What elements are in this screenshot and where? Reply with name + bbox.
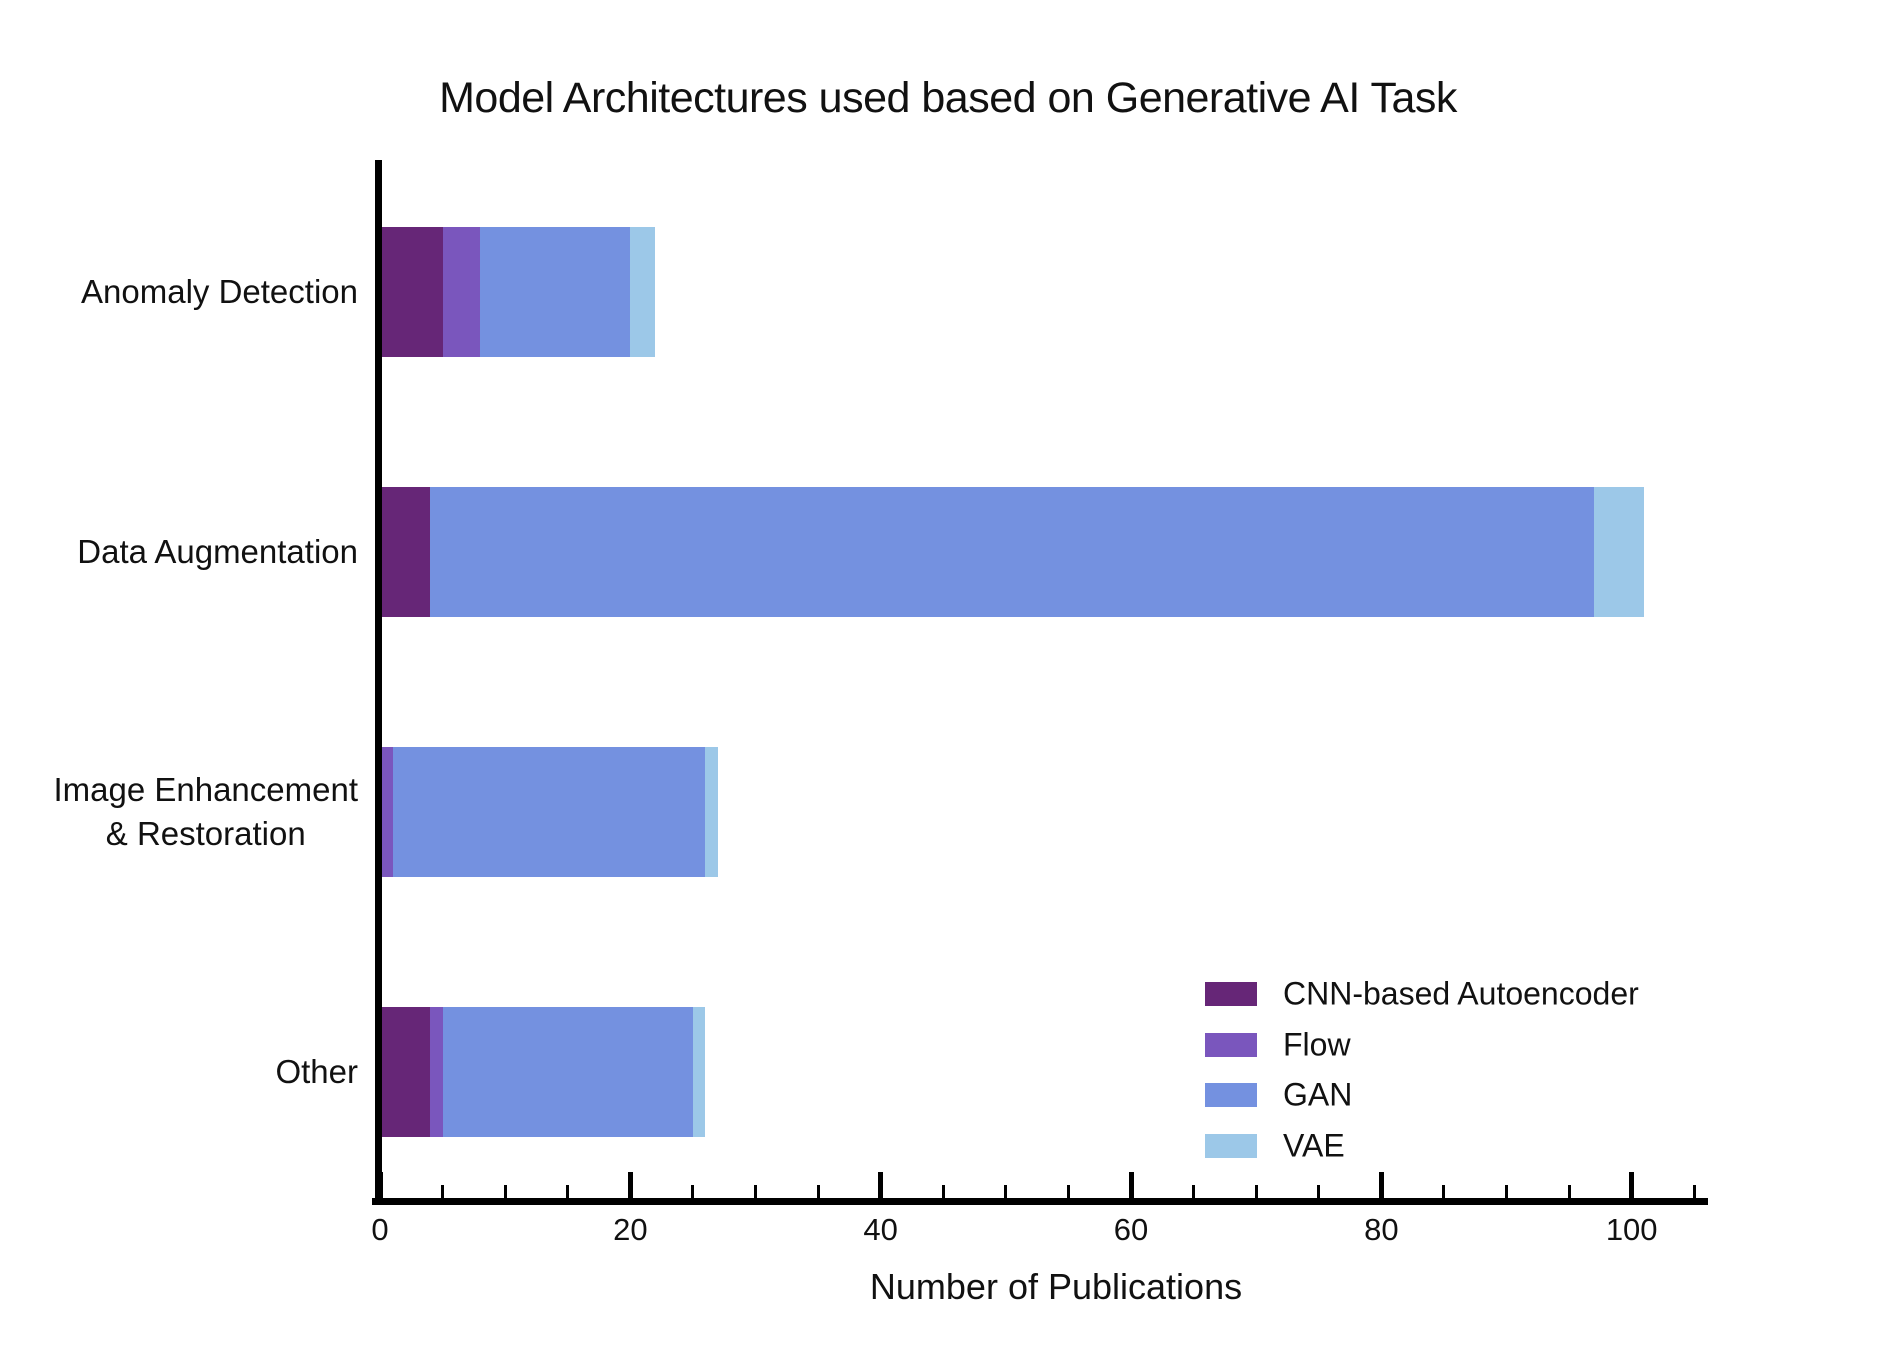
x-minor-tick-35 <box>816 1185 820 1198</box>
bar-segment-vae-other <box>692 1007 706 1137</box>
x-minor-tick-5 <box>441 1185 445 1198</box>
legend-swatch-cnn-based-autoencoder <box>1205 982 1257 1006</box>
legend-label-vae: VAE <box>1283 1127 1345 1164</box>
x-minor-tick-30 <box>754 1185 757 1198</box>
x-tick-label-60: 60 <box>1113 1212 1149 1247</box>
bar-segment-cnn-based-autoencoder-anomaly-detection <box>380 227 443 357</box>
category-label-image-enhancement-restoration: Image Enhancement & Restoration <box>53 771 358 852</box>
x-major-tick-20 <box>627 1172 633 1198</box>
x-minor-tick-95 <box>1567 1185 1571 1198</box>
bar-segment-flow-image-enhancement-restoration <box>380 747 393 877</box>
x-major-tick-80 <box>1378 1172 1384 1198</box>
x-minor-tick-105 <box>1692 1185 1696 1198</box>
x-tick-label-20: 20 <box>613 1212 648 1247</box>
x-tick-label-80: 80 <box>1364 1212 1399 1247</box>
x-minor-tick-55 <box>1066 1185 1070 1198</box>
x-minor-tick-25 <box>691 1185 695 1198</box>
legend-swatch-gan <box>1205 1083 1257 1108</box>
legend-label-cnn-based-autoencoder: CNN-based Autoencoder <box>1283 975 1639 1012</box>
x-minor-tick-75 <box>1317 1185 1321 1198</box>
bar-segment-gan-other <box>442 1007 693 1137</box>
x-axis-spine <box>372 1198 1708 1205</box>
x-minor-tick-15 <box>566 1185 570 1198</box>
legend-swatch-vae <box>1205 1133 1257 1158</box>
bar-segment-vae-data-augmentation <box>1594 487 1645 617</box>
x-minor-tick-10 <box>503 1185 507 1198</box>
legend-label-gan: GAN <box>1283 1076 1353 1113</box>
x-minor-tick-90 <box>1505 1185 1509 1198</box>
x-minor-tick-45 <box>941 1185 945 1198</box>
category-label-other: Other <box>275 1053 358 1090</box>
x-tick-label-100: 100 <box>1605 1212 1658 1247</box>
bar-segment-flow-anomaly-detection <box>442 227 481 357</box>
x-minor-tick-70 <box>1254 1185 1258 1198</box>
x-minor-tick-65 <box>1192 1185 1196 1198</box>
bar-segment-cnn-based-autoencoder-data-augmentation <box>380 487 431 617</box>
bar-segment-vae-image-enhancement-restoration <box>705 747 718 877</box>
x-tick-label-40: 40 <box>863 1212 898 1247</box>
bar-segment-cnn-based-autoencoder-other <box>380 1007 431 1137</box>
legend-label-flow: Flow <box>1283 1026 1351 1063</box>
x-major-tick-0 <box>377 1172 383 1198</box>
y-axis-spine <box>375 160 382 1205</box>
bar-segment-gan-image-enhancement-restoration <box>392 747 706 877</box>
x-minor-tick-50 <box>1004 1185 1008 1198</box>
x-major-tick-100 <box>1629 1172 1635 1198</box>
category-label-data-augmentation: Data Augmentation <box>77 533 358 570</box>
x-major-tick-60 <box>1128 1172 1134 1198</box>
category-label-anomaly-detection: Anomaly Detection <box>81 273 358 310</box>
x-minor-tick-85 <box>1442 1185 1446 1198</box>
bar-segment-gan-data-augmentation <box>430 487 1595 617</box>
x-tick-label-0: 0 <box>371 1212 389 1247</box>
x-axis-label: Number of Publications <box>869 1266 1243 1307</box>
bar-segment-vae-anomaly-detection <box>630 227 656 357</box>
x-major-tick-40 <box>878 1172 884 1198</box>
chart-title: Model Architectures used based on Genera… <box>439 74 1457 122</box>
bar-segment-gan-anomaly-detection <box>480 227 631 357</box>
bar-segment-flow-other <box>430 1007 443 1137</box>
legend-swatch-flow <box>1205 1032 1257 1057</box>
